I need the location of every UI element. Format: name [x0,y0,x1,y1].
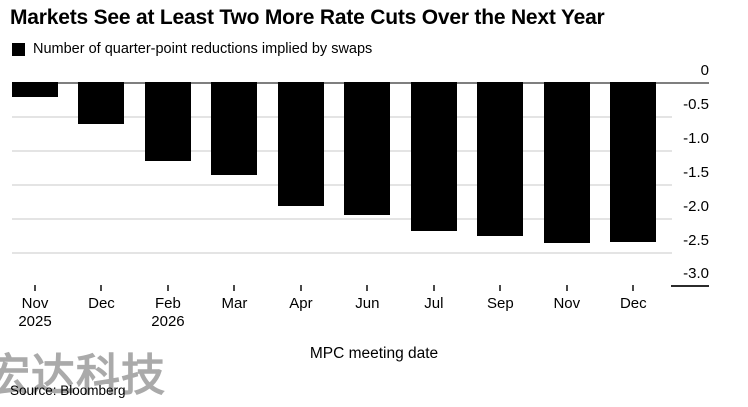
x-axis-category-label: Dec [619,295,647,312]
bar [543,82,590,243]
bar [610,82,657,243]
bar [277,82,324,206]
gridline [12,115,672,118]
x-axis-title: MPC meeting date [309,345,439,362]
chart-title: Markets See at Least Two More Rate Cuts … [10,6,605,29]
y-axis-tick-label: 0 [700,62,709,79]
y-axis-tick-label: -2.5 [683,231,709,249]
gridline [12,149,672,152]
x-axis-tick [100,285,103,291]
source-label: Source: Bloomberg [10,383,126,398]
y-axis-tick-label: -0.5 [683,95,709,113]
axis-end-segment [671,285,709,288]
bar [211,82,258,176]
y-axis-tick-label: -2.0 [683,197,709,215]
bar [12,82,58,97]
bar [78,82,125,124]
legend-swatch-icon [12,42,25,56]
x-axis-tick [366,285,369,291]
bar [144,82,191,161]
gridline [12,251,672,254]
x-axis-tick [432,285,435,291]
x-axis-category-label: Mar [221,295,248,312]
gridline [12,217,672,220]
y-axis-tick-label: -3.0 [683,265,709,283]
gridline [12,183,672,186]
x-axis-tick [299,285,302,291]
x-axis-category-label: Jul [424,295,444,312]
x-axis-category-label: Apr [289,295,313,312]
x-axis-tick [499,285,502,291]
x-axis-category-label: Nov 2025 [18,295,52,330]
watermark: 宏达科技 [0,351,166,400]
bar [344,82,391,215]
x-axis-category-label: Nov [553,295,581,312]
x-axis-tick [565,285,568,291]
x-axis-tick [166,285,169,291]
y-axis-tick-label: -1.5 [683,163,709,181]
x-axis-category-label: Dec [88,295,115,312]
x-axis-category-label: Feb 2026 [151,295,185,330]
legend: Number of quarter-point reductions impli… [12,41,372,57]
x-axis-category-label: Jun [355,295,380,312]
x-axis-tick [233,285,236,291]
x-axis-tick [34,285,36,291]
bar [477,82,524,237]
legend-label: Number of quarter-point reductions impli… [33,41,373,57]
bar [410,82,457,232]
x-axis-category-label: Sep [486,295,514,312]
x-axis-tick [632,285,635,291]
y-axis-tick-label: -1.0 [683,129,709,147]
